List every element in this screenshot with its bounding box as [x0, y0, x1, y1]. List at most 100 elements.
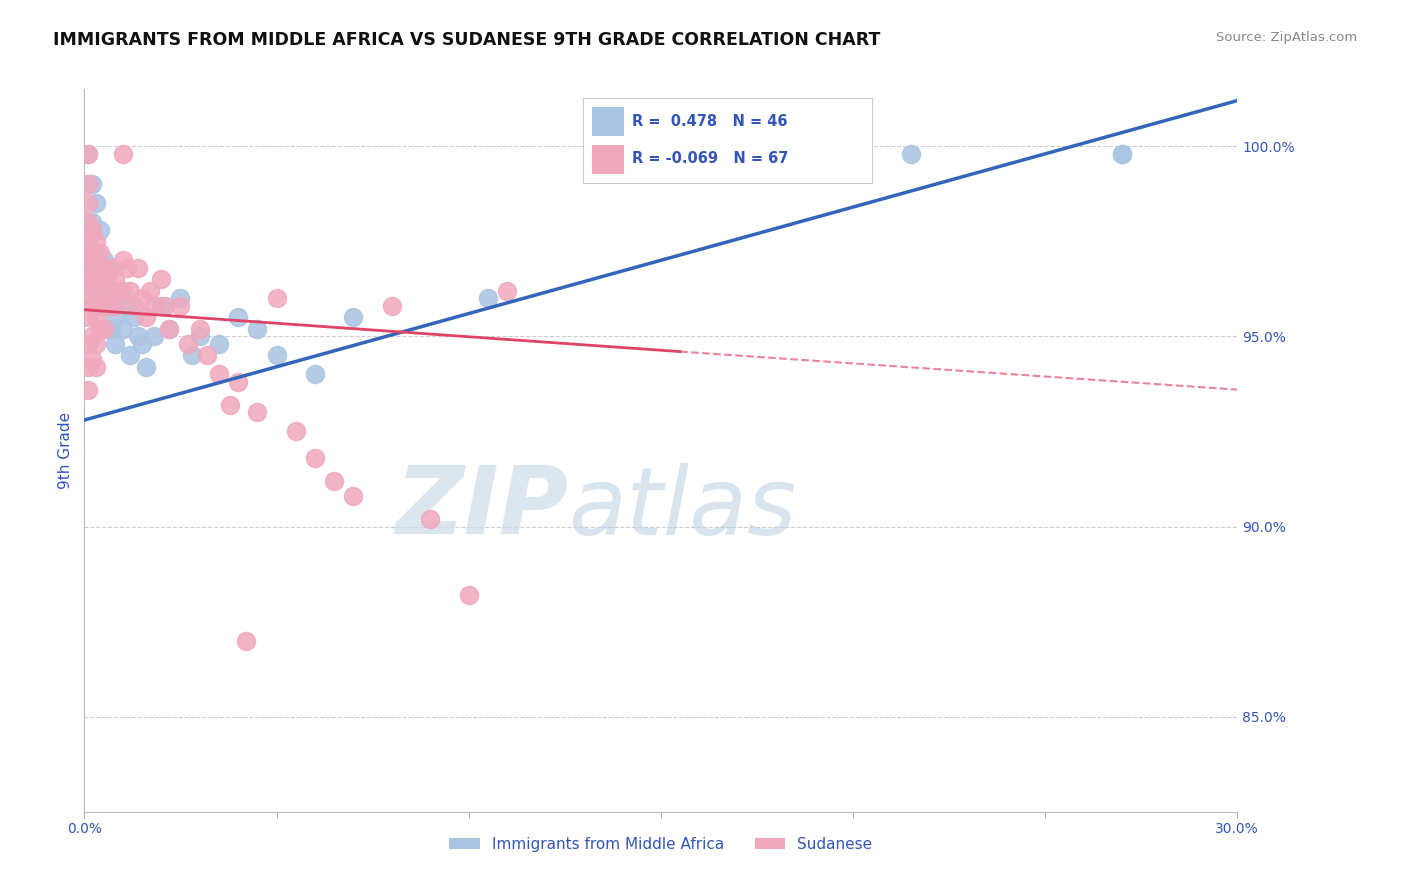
Point [108, 291, 131, 305]
Point [77, 235, 100, 249]
Point [96, 260, 118, 275]
Point [77, 359, 100, 374]
Point [77, 291, 100, 305]
Point [208, 337, 231, 351]
Point [77, 235, 100, 249]
Point [80, 329, 103, 343]
Point [93, 260, 115, 275]
Point [124, 310, 146, 325]
Text: IMMIGRANTS FROM MIDDLE AFRICA VS SUDANESE 9TH GRADE CORRELATION CHART: IMMIGRANTS FROM MIDDLE AFRICA VS SUDANES… [53, 31, 880, 49]
Point [77, 383, 100, 397]
Point [77, 196, 100, 211]
Bar [592, 107, 624, 136]
Point [226, 310, 249, 325]
Point [111, 322, 134, 336]
Point [104, 310, 127, 325]
Point [77, 146, 100, 161]
Point [208, 368, 231, 382]
Point [84, 284, 107, 298]
Point [77, 272, 100, 286]
Point [89, 322, 111, 336]
Point [496, 284, 519, 298]
Point [477, 291, 499, 305]
Point [419, 512, 441, 526]
Point [120, 284, 142, 298]
Point [138, 284, 160, 298]
Point [188, 322, 211, 336]
Point [900, 146, 922, 161]
Point [93, 253, 115, 268]
Point [150, 272, 173, 286]
Point [195, 348, 218, 362]
Point [80, 260, 103, 275]
Point [1111, 146, 1133, 161]
Point [842, 146, 865, 161]
Point [84, 245, 107, 260]
Point [266, 348, 288, 362]
Point [284, 425, 307, 439]
Point [304, 368, 326, 382]
Text: atlas: atlas [568, 463, 797, 554]
Point [219, 398, 242, 412]
Point [120, 348, 142, 362]
Point [104, 272, 127, 286]
Point [323, 474, 346, 488]
Point [96, 299, 118, 313]
Point [77, 253, 100, 268]
Point [89, 299, 111, 313]
Point [93, 291, 115, 305]
Text: R = -0.069   N = 67: R = -0.069 N = 67 [633, 152, 789, 166]
Point [84, 359, 107, 374]
Point [100, 260, 122, 275]
Point [111, 253, 134, 268]
Point [80, 245, 103, 260]
Point [1111, 146, 1133, 161]
Point [111, 146, 134, 161]
Point [80, 280, 103, 294]
Point [142, 299, 165, 313]
Point [157, 322, 180, 336]
Text: R =  0.478   N = 46: R = 0.478 N = 46 [633, 114, 787, 129]
Point [77, 178, 100, 192]
Point [100, 284, 122, 298]
Point [80, 223, 103, 237]
Point [111, 284, 134, 298]
Point [142, 329, 165, 343]
Point [84, 337, 107, 351]
Point [77, 253, 100, 268]
Point [80, 352, 103, 367]
Point [93, 322, 115, 336]
Point [80, 299, 103, 313]
Point [77, 310, 100, 325]
Point [77, 146, 100, 161]
Point [226, 375, 249, 389]
Point [80, 215, 103, 229]
Point [115, 260, 138, 275]
Point [115, 299, 138, 313]
Point [235, 633, 257, 648]
Text: ZIP: ZIP [395, 462, 568, 554]
Point [157, 322, 180, 336]
Point [84, 299, 107, 313]
Point [84, 260, 107, 275]
Point [188, 329, 211, 343]
Text: Source: ZipAtlas.com: Source: ZipAtlas.com [1216, 31, 1357, 45]
Point [108, 284, 131, 298]
Point [342, 310, 364, 325]
Point [89, 272, 111, 286]
Point [135, 359, 157, 374]
Point [381, 299, 404, 313]
Point [131, 291, 153, 305]
Point [104, 299, 127, 313]
Point [89, 223, 111, 237]
Point [169, 291, 191, 305]
Point [304, 451, 326, 466]
Point [246, 322, 269, 336]
Point [104, 337, 127, 351]
Point [135, 310, 157, 325]
Point [124, 299, 146, 313]
Point [127, 260, 149, 275]
Point [457, 588, 479, 602]
Point [100, 291, 122, 305]
Point [77, 215, 100, 229]
